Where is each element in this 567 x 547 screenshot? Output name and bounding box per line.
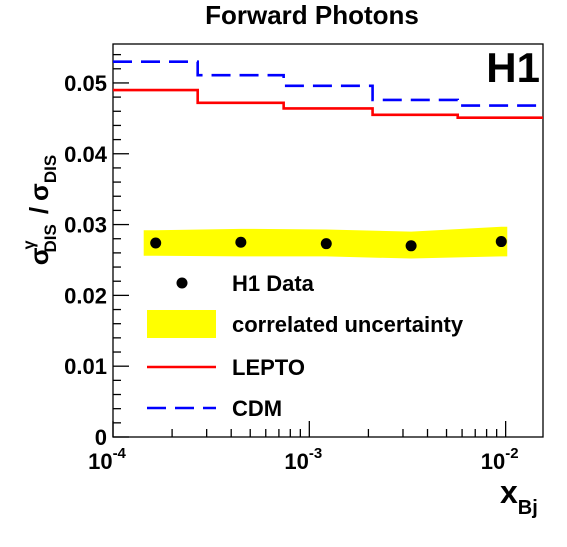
lepto-curve xyxy=(113,88,543,119)
h1-data-point xyxy=(235,236,247,248)
y-label-num-sub: DIS xyxy=(41,224,60,252)
y-axis-label: σγ DIS/σDIS xyxy=(21,155,60,265)
legend-label: CDM xyxy=(232,396,282,421)
legend-uncertainty-swatch xyxy=(147,310,216,338)
y-label-num-symbol: σ xyxy=(24,247,54,265)
h1-data-point xyxy=(495,236,507,248)
plot-frame xyxy=(112,43,544,438)
legend-label: correlated uncertainty xyxy=(232,312,464,337)
y-tick-label: 0.01 xyxy=(64,354,107,379)
x-tick-label: 10-4 xyxy=(88,445,126,474)
x-axis-label: xBj xyxy=(500,474,538,519)
y-tick-label: 0.04 xyxy=(64,142,108,167)
chart-title: Forward Photons xyxy=(205,0,419,30)
legend-label: LEPTO xyxy=(232,355,305,380)
y-tick-label: 0.03 xyxy=(64,213,107,238)
y-label-separator: / xyxy=(24,207,54,214)
y-label-den-symbol: σ xyxy=(24,183,54,201)
x-label-sub: Bj xyxy=(518,497,538,519)
legend-h1-data-marker xyxy=(176,277,188,289)
x-tick-label: 10-2 xyxy=(481,445,519,474)
y-label-den-sub: DIS xyxy=(41,155,60,183)
h1-data-point xyxy=(150,237,162,249)
y-tick-label: 0 xyxy=(95,425,107,450)
cdm-curve xyxy=(113,60,543,107)
h1-data-point xyxy=(405,240,417,252)
h1-watermark: H1 xyxy=(486,44,540,91)
h1-data-point xyxy=(320,238,332,250)
y-tick-label: 0.05 xyxy=(64,71,107,96)
axes-layer: 0 0.01 0.02 0.03 0.04 0.05 10-4 10-3 10-2 xyxy=(64,53,519,474)
y-label-num-sup: γ xyxy=(21,240,38,249)
x-label-main: x xyxy=(500,474,518,510)
model-curves-layer xyxy=(113,60,543,119)
x-tick-label: 10-3 xyxy=(284,445,322,474)
legend-label: H1 Data xyxy=(232,271,315,296)
y-tick-label: 0.02 xyxy=(64,283,107,308)
data-points-layer xyxy=(150,236,507,252)
legend: H1 Data correlated uncertainty LEPTO CDM xyxy=(147,271,464,421)
